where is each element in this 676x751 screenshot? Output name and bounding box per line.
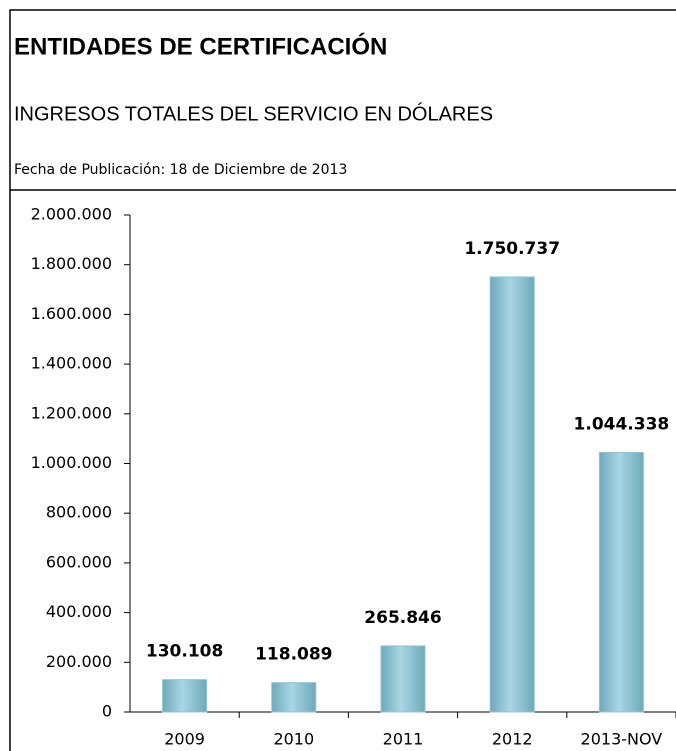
chart-subtitle: INGRESOS TOTALES DEL SERVICIO EN DÓLARES (14, 102, 493, 125)
bar (489, 276, 535, 713)
x-tick-label: 2013-NOV (581, 730, 663, 749)
y-tick-label: 2.000.000 (31, 205, 112, 224)
y-tick-label: 0 (102, 702, 112, 721)
y-tick-label: 200.000 (46, 652, 112, 671)
y-tick-label: 1.400.000 (31, 354, 112, 373)
y-tick-label: 800.000 (46, 503, 112, 522)
y-tick-label: 1.000.000 (31, 453, 112, 472)
value-label: 130.108 (146, 642, 223, 662)
x-tick-label: 2012 (492, 730, 533, 749)
publication-note: Fecha de Publicación: 18 de Diciembre de… (14, 162, 347, 178)
value-label: 118.089 (255, 645, 332, 665)
bar (598, 451, 644, 713)
chart-title: ENTIDADES DE CERTIFICACIÓN (14, 32, 387, 60)
x-tick-label: 2011 (383, 730, 424, 749)
bar (271, 682, 317, 713)
y-tick-label: 600.000 (46, 552, 112, 571)
bar (380, 645, 426, 713)
y-tick-label: 1.200.000 (31, 403, 112, 422)
x-tick-label: 2009 (164, 730, 205, 749)
frame (9, 9, 676, 751)
value-label: 265.846 (364, 608, 441, 628)
y-tick-label: 400.000 (46, 602, 112, 621)
y-tick-label: 1.600.000 (31, 304, 112, 323)
bar (162, 679, 208, 713)
value-label: 1.750.737 (464, 239, 560, 259)
value-label: 1.044.338 (574, 414, 670, 434)
y-tick-label: 1.800.000 (31, 254, 112, 273)
x-tick-label: 2010 (273, 730, 314, 749)
